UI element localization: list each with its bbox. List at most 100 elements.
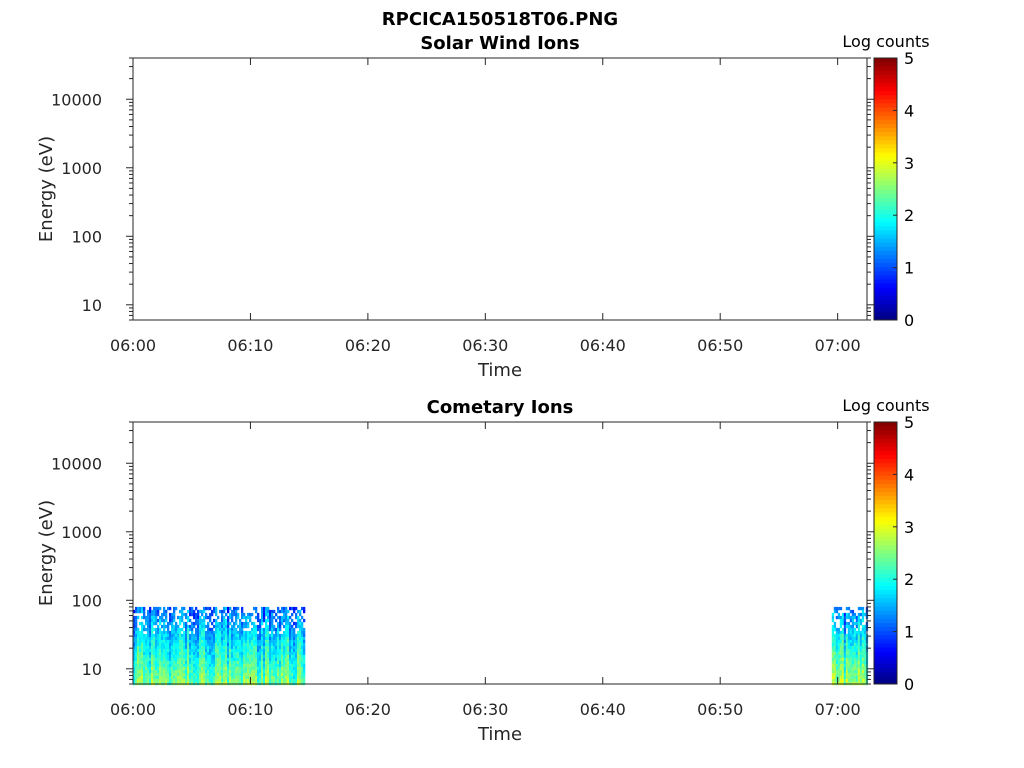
x-tick-label: 06:20 <box>345 336 391 355</box>
spectrogram-cell <box>133 609 136 614</box>
spectrogram-cell <box>249 639 252 644</box>
spectrogram-cell <box>247 672 250 677</box>
spectrogram-cell <box>157 675 160 680</box>
spectrogram-cell <box>853 630 857 635</box>
spectrogram-cell <box>287 678 290 683</box>
y-tick-label: 10 <box>82 296 102 315</box>
spectrogram-cell <box>293 639 296 644</box>
spectrogram-cell <box>225 627 228 632</box>
y-tick-label: 10000 <box>51 90 102 109</box>
spectrogram-cell <box>839 663 843 668</box>
spectrogram-cell <box>837 645 841 650</box>
spectrogram-cell <box>849 615 853 620</box>
spectrogram-cell <box>163 624 166 629</box>
spectrogram-cell <box>145 651 148 656</box>
spectrogram-cell <box>249 618 252 623</box>
spectrogram-cell <box>181 648 184 653</box>
spectrogram-cell <box>225 618 228 623</box>
spectrogram-cell <box>149 645 152 650</box>
spectrogram-cell <box>291 648 294 653</box>
spectrogram-cell <box>293 636 296 641</box>
spectrogram-cell <box>133 639 136 644</box>
spectrogram-cell <box>247 660 250 665</box>
spectrogram-cell <box>143 645 146 650</box>
spectrogram-cell <box>173 609 176 614</box>
spectrogram-cell <box>221 663 224 668</box>
spectrogram-cell <box>195 669 198 674</box>
spectrogram-cell <box>861 669 865 674</box>
spectrogram-cell <box>259 627 262 632</box>
spectrogram-cell <box>163 669 166 674</box>
spectrogram-cell <box>199 627 202 632</box>
spectrogram-cell <box>167 675 170 680</box>
spectrogram-cell <box>191 645 194 650</box>
spectrogram-cell <box>171 666 174 671</box>
spectrogram-cell <box>849 618 853 623</box>
spectrogram-cell <box>291 642 294 647</box>
spectrogram-cell <box>267 612 270 617</box>
spectrogram-cell <box>213 672 216 677</box>
spectrogram-cell <box>831 642 835 647</box>
spectrogram-cell <box>133 663 136 668</box>
spectrogram-cell <box>857 645 861 650</box>
spectrogram-cell <box>303 678 306 683</box>
spectrogram-cell <box>151 666 154 671</box>
spectrogram-cell <box>255 606 258 611</box>
spectrogram-cell <box>247 621 250 626</box>
spectrogram-cell <box>175 666 178 671</box>
spectrogram-cell <box>293 663 296 668</box>
spectrogram-cell <box>189 636 192 641</box>
spectrogram-cell <box>231 642 234 647</box>
spectrogram-cell <box>235 645 238 650</box>
spectrogram-cell <box>153 675 156 680</box>
spectrogram-cell <box>169 657 172 662</box>
spectrogram-cell <box>297 609 300 614</box>
spectrogram-cell <box>261 642 264 647</box>
spectrogram-cell <box>195 639 198 644</box>
spectrogram-cell <box>853 678 857 683</box>
spectrogram-cell <box>271 657 274 662</box>
spectrogram-cell <box>853 612 857 617</box>
spectrogram-cell <box>295 615 298 620</box>
spectrogram-cell <box>183 660 186 665</box>
spectrogram-cell <box>839 633 843 638</box>
spectrogram-cell <box>275 666 278 671</box>
spectrogram-cell <box>157 669 160 674</box>
spectrogram-cell <box>211 639 214 644</box>
spectrogram-cell <box>143 612 146 617</box>
spectrogram-cell <box>859 642 863 647</box>
spectrogram-cell <box>215 663 218 668</box>
spectrogram-cell <box>175 642 178 647</box>
spectrogram-cell <box>853 666 857 671</box>
spectrogram-cell <box>217 669 220 674</box>
spectrogram-cell <box>193 660 196 665</box>
spectrogram-cell <box>207 624 210 629</box>
spectrogram-cell <box>851 672 855 677</box>
spectrogram-cell <box>221 654 224 659</box>
spectrogram-cell <box>133 666 136 671</box>
colorbar-segment <box>874 618 897 623</box>
colorbar-segment <box>874 450 897 456</box>
spectrogram-cell <box>301 678 304 683</box>
spectrogram-cell <box>199 672 202 677</box>
spectrogram-cell <box>849 660 853 665</box>
spectrogram-cell <box>299 675 302 680</box>
spectrogram-cell <box>243 645 246 650</box>
spectrogram-cell <box>247 630 250 635</box>
spectrogram-cell <box>837 636 841 641</box>
spectrogram-cell <box>293 648 296 653</box>
spectrogram-cell <box>195 666 198 671</box>
spectrogram-cell <box>175 624 178 629</box>
spectrogram-cell <box>207 645 210 650</box>
spectrogram-cell <box>259 648 262 653</box>
spectrogram-cell <box>197 645 200 650</box>
spectrogram-cell <box>213 636 216 641</box>
spectrogram-cell <box>229 678 232 683</box>
spectrogram-cell <box>241 660 244 665</box>
spectrogram-cell <box>229 651 232 656</box>
spectrogram-cell <box>847 648 851 653</box>
spectrogram-cell <box>205 630 208 635</box>
spectrogram-cell <box>179 663 182 668</box>
spectrogram-cell <box>285 657 288 662</box>
spectrogram-cell <box>185 630 188 635</box>
